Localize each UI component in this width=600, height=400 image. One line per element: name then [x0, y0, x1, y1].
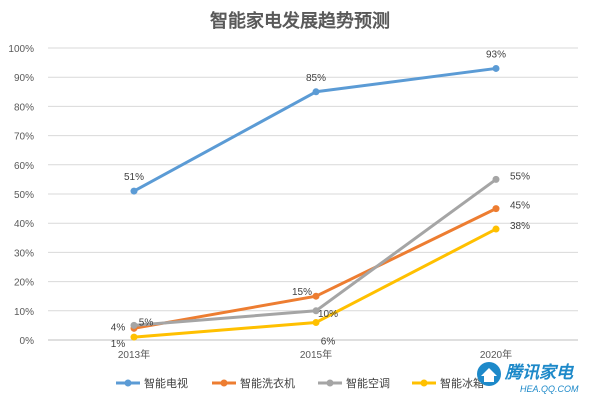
legend-marker	[124, 379, 132, 387]
y-tick-label: 30%	[14, 248, 34, 259]
series-line	[132, 66, 498, 193]
x-tick-label: 2015年	[300, 348, 332, 361]
legend-label: 智能空调	[346, 376, 390, 390]
data-point	[312, 88, 320, 96]
legend: 智能电视 智能洗衣机 智能空调 智能冰箱	[116, 376, 484, 390]
x-tick-label: 2020年	[480, 348, 512, 361]
data-label: 1%	[111, 339, 126, 350]
y-tick-label: 80%	[14, 102, 34, 113]
y-tick-label: 0%	[20, 336, 35, 347]
watermark-brand: 腾讯家电	[504, 363, 575, 383]
series-lines	[130, 64, 500, 341]
legend-marker	[220, 379, 228, 387]
grid-lines	[48, 47, 578, 341]
data-point	[130, 321, 138, 329]
data-point	[130, 333, 138, 341]
data-point	[492, 175, 500, 183]
legend-label: 智能电视	[144, 376, 188, 390]
data-label: 15%	[292, 287, 312, 298]
data-point	[492, 205, 500, 213]
y-tick-label: 40%	[14, 219, 34, 230]
y-tick-label: 100%	[8, 44, 34, 55]
data-point	[312, 307, 320, 315]
y-tick-label: 90%	[14, 73, 34, 84]
data-point	[312, 292, 320, 300]
x-tick-label: 2013年	[118, 348, 150, 361]
data-point	[130, 187, 138, 195]
data-label: 5%	[139, 317, 154, 328]
y-tick-label: 10%	[14, 307, 34, 318]
data-label: 45%	[510, 201, 530, 212]
x-axis-ticks: 2013年 2015年 2020年	[118, 348, 512, 361]
watermark-site: HEA.QQ.COM	[520, 384, 579, 394]
y-tick-label: 60%	[14, 161, 34, 172]
data-label: 51%	[124, 172, 144, 183]
legend-marker	[326, 379, 334, 387]
data-point	[492, 64, 500, 72]
house-icon	[481, 368, 497, 382]
data-label: 38%	[510, 221, 530, 232]
data-label: 4%	[111, 322, 126, 333]
y-tick-label: 70%	[14, 132, 34, 143]
data-label: 85%	[306, 73, 326, 84]
data-point	[492, 225, 500, 233]
y-tick-label: 20%	[14, 278, 34, 289]
legend-label: 智能洗衣机	[240, 376, 295, 390]
data-labels: 51% 85% 93% 4% 15% 45% 5% 10% 55% 1% 6% 38%	[111, 49, 530, 350]
data-label: 6%	[321, 336, 336, 347]
data-label: 93%	[486, 49, 506, 60]
legend-marker	[420, 379, 428, 387]
watermark-logo: 腾讯家电 HEA.QQ.COM	[477, 362, 579, 394]
legend-label: 智能冰箱	[440, 376, 484, 390]
y-axis-ticks: 0% 10% 20% 30% 40% 50% 60% 70% 80% 90% 100%	[8, 44, 34, 347]
chart-title: 智能家电发展趋势预测	[210, 10, 390, 32]
data-point	[312, 318, 320, 326]
y-tick-label: 50%	[14, 190, 34, 201]
data-label: 55%	[510, 171, 530, 182]
data-label: 10%	[318, 309, 338, 320]
